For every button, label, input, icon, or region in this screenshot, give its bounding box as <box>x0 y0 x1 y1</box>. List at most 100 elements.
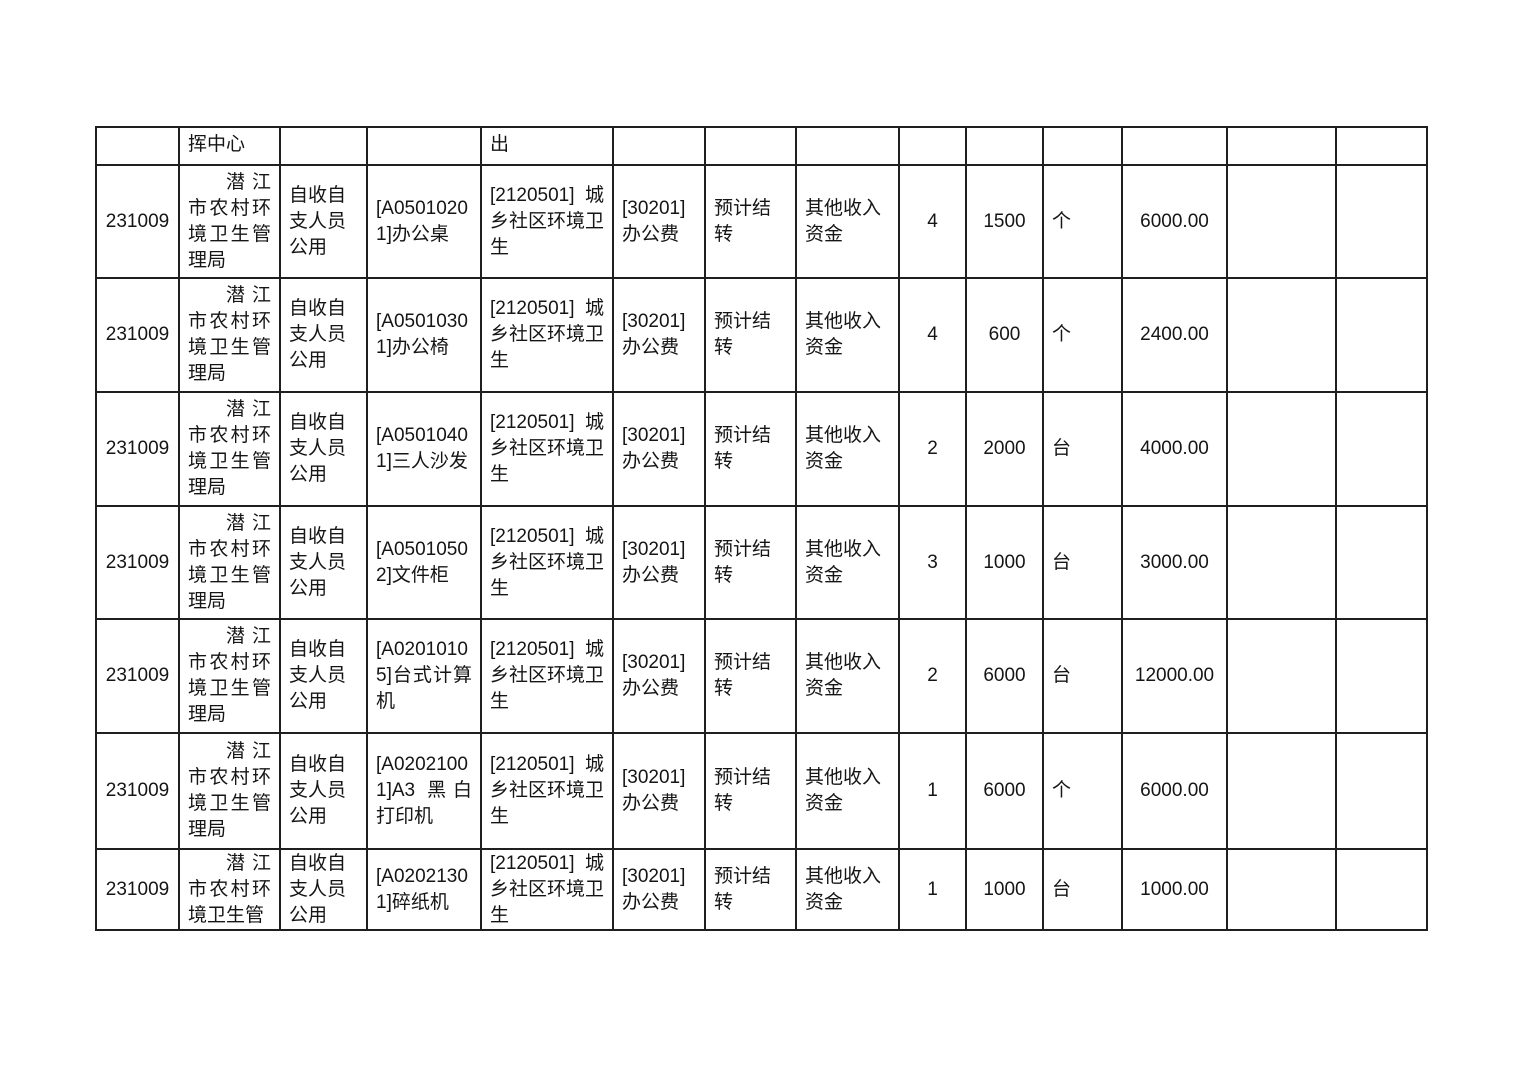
total-amount-cell: 4000.00 <box>1121 391 1228 507</box>
unit-price-cell: 1000 <box>965 848 1044 931</box>
unit-cell: 台 <box>1042 848 1123 931</box>
empty-cell <box>1226 505 1337 620</box>
carryover-partial-row: 挥中心 出 <box>95 126 1428 166</box>
expense-code-cell: [30201]办公费 <box>612 164 706 279</box>
empty-cell <box>1226 126 1337 166</box>
asset-item-cell: [A02021301]碎纸机 <box>366 848 482 931</box>
funding-type-cell: 自收自支人员公用 <box>279 732 368 850</box>
empty-cell <box>1226 164 1337 279</box>
empty-cell <box>1335 732 1428 850</box>
empty-cell <box>1121 126 1228 166</box>
empty-cell <box>612 126 706 166</box>
unit-code-cell: 231009 <box>95 732 180 850</box>
org-name-cell: 潜江市农村环境卫生管理局 <box>178 505 281 620</box>
asset-item-cell: [A05010301]办公椅 <box>366 277 482 393</box>
quantity-cell: 2 <box>898 618 967 734</box>
fund-source-cell: 其他收入资金 <box>795 618 900 734</box>
quantity-cell: 4 <box>898 164 967 279</box>
quantity-cell: 2 <box>898 391 967 507</box>
empty-cell <box>965 126 1044 166</box>
unit-cell: 台 <box>1042 505 1123 620</box>
unit-price-cell: 600 <box>965 277 1044 393</box>
empty-cell <box>898 126 967 166</box>
unit-cell: 个 <box>1042 277 1123 393</box>
unit-code-cell: 231009 <box>95 277 180 393</box>
unit-code-cell: 231009 <box>95 848 180 931</box>
empty-cell <box>1335 126 1428 166</box>
unit-code-cell: 231009 <box>95 505 180 620</box>
table-row-clipped: 231009 潜江市农村环境卫生管 自收自支人员公用 [A02021301]碎纸… <box>95 848 1428 931</box>
expense-code-cell: [30201]办公费 <box>612 277 706 393</box>
unit-price-cell: 1000 <box>965 505 1044 620</box>
total-amount-cell: 2400.00 <box>1121 277 1228 393</box>
fund-source-cell: 其他收入资金 <box>795 505 900 620</box>
expense-code-cell: [30201]办公费 <box>612 618 706 734</box>
empty-cell <box>1335 391 1428 507</box>
empty-cell <box>279 126 368 166</box>
empty-cell <box>95 126 180 166</box>
fund-source-cell: 其他收入资金 <box>795 164 900 279</box>
asset-item-cell: [A02010105]台式计算机 <box>366 618 482 734</box>
quantity-cell: 1 <box>898 848 967 931</box>
settlement-cell: 预计结转 <box>704 164 797 279</box>
project-fragment-cell: 出 <box>480 126 614 166</box>
empty-cell <box>366 126 482 166</box>
empty-cell <box>1226 732 1337 850</box>
empty-cell <box>1335 618 1428 734</box>
unit-cell: 个 <box>1042 164 1123 279</box>
settlement-cell: 预计结转 <box>704 732 797 850</box>
empty-cell <box>1226 391 1337 507</box>
asset-item-cell: [A02021001]A3 黑白打印机 <box>366 732 482 850</box>
budget-items-table: 挥中心 出 231009 潜江市农村环境卫生管理局 自收自支人员公用 [A050… <box>95 126 1428 931</box>
unit-price-cell: 2000 <box>965 391 1044 507</box>
table-row: 231009 潜江市农村环境卫生管理局 自收自支人员公用 [A05010401]… <box>95 391 1428 507</box>
expense-code-cell: [30201]办公费 <box>612 848 706 931</box>
empty-cell <box>704 126 797 166</box>
empty-cell <box>1335 277 1428 393</box>
expense-code-cell: [30201]办公费 <box>612 732 706 850</box>
settlement-cell: 预计结转 <box>704 505 797 620</box>
total-amount-cell: 6000.00 <box>1121 732 1228 850</box>
empty-cell <box>1335 505 1428 620</box>
unit-cell: 台 <box>1042 618 1123 734</box>
asset-item-cell: [A05010401]三人沙发 <box>366 391 482 507</box>
quantity-cell: 1 <box>898 732 967 850</box>
org-name-cell: 潜江市农村环境卫生管理局 <box>178 164 281 279</box>
funding-type-cell: 自收自支人员公用 <box>279 505 368 620</box>
table-row: 231009 潜江市农村环境卫生管理局 自收自支人员公用 [A05010502]… <box>95 505 1428 620</box>
table-row: 231009 潜江市农村环境卫生管理局 自收自支人员公用 [A05010201]… <box>95 164 1428 279</box>
expense-code-cell: [30201]办公费 <box>612 391 706 507</box>
unit-code-cell: 231009 <box>95 164 180 279</box>
unit-code-cell: 231009 <box>95 391 180 507</box>
fund-source-cell: 其他收入资金 <box>795 391 900 507</box>
unit-price-cell: 6000 <box>965 732 1044 850</box>
settlement-cell: 预计结转 <box>704 848 797 931</box>
asset-item-cell: [A05010201]办公桌 <box>366 164 482 279</box>
unit-cell: 台 <box>1042 391 1123 507</box>
org-name-cell: 潜江市农村环境卫生管理局 <box>178 391 281 507</box>
unit-price-cell: 1500 <box>965 164 1044 279</box>
unit-cell: 个 <box>1042 732 1123 850</box>
fund-source-cell: 其他收入资金 <box>795 848 900 931</box>
table-row: 231009 潜江市农村环境卫生管理局 自收自支人员公用 [A02021001]… <box>95 732 1428 850</box>
settlement-cell: 预计结转 <box>704 391 797 507</box>
asset-item-cell: [A05010502]文件柜 <box>366 505 482 620</box>
unit-code-cell: 231009 <box>95 618 180 734</box>
funding-type-cell: 自收自支人员公用 <box>279 618 368 734</box>
empty-cell <box>795 126 900 166</box>
project-cell: [2120501]城乡社区环境卫生 <box>480 848 614 931</box>
fund-source-cell: 其他收入资金 <box>795 732 900 850</box>
empty-cell <box>1226 277 1337 393</box>
project-cell: [2120501]城乡社区环境卫生 <box>480 277 614 393</box>
funding-type-cell: 自收自支人员公用 <box>279 848 368 931</box>
org-name-cell: 潜江市农村环境卫生管理局 <box>178 277 281 393</box>
total-amount-cell: 3000.00 <box>1121 505 1228 620</box>
quantity-cell: 3 <box>898 505 967 620</box>
fund-source-cell: 其他收入资金 <box>795 277 900 393</box>
project-cell: [2120501]城乡社区环境卫生 <box>480 505 614 620</box>
settlement-cell: 预计结转 <box>704 277 797 393</box>
org-name-fragment-cell: 挥中心 <box>178 126 281 166</box>
total-amount-cell: 1000.00 <box>1121 848 1228 931</box>
settlement-cell: 预计结转 <box>704 618 797 734</box>
